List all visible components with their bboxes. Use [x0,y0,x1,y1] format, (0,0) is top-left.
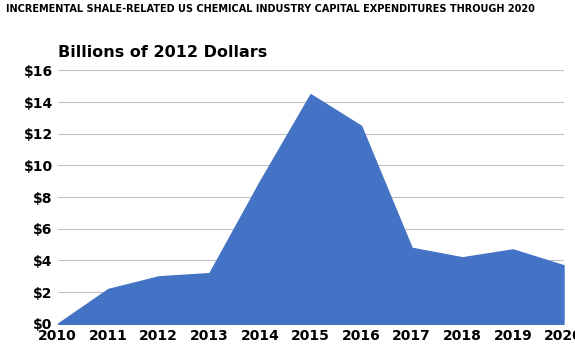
Text: Billions of 2012 Dollars: Billions of 2012 Dollars [58,45,267,60]
Text: INCREMENTAL SHALE-RELATED US CHEMICAL INDUSTRY CAPITAL EXPENDITURES THROUGH 2020: INCREMENTAL SHALE-RELATED US CHEMICAL IN… [6,4,535,13]
